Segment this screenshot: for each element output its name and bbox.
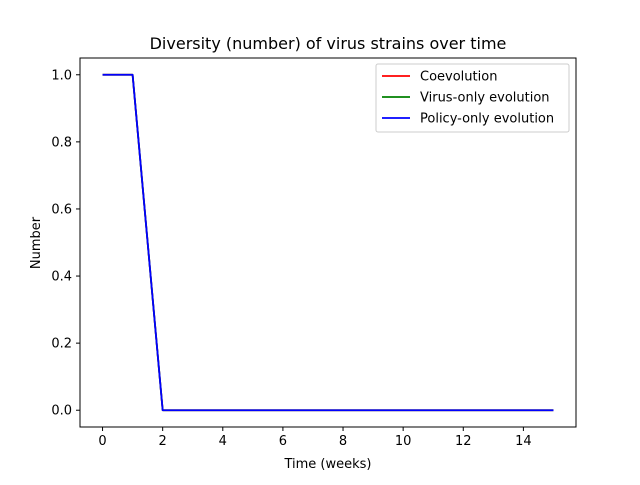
legend-label-1: Virus-only evolution [420, 91, 550, 106]
x-tick-label: 6 [279, 434, 287, 449]
legend-label-0: Coevolution [420, 70, 497, 85]
y-tick-label: 0.8 [51, 135, 72, 150]
chart-title: Diversity (number) of virus strains over… [150, 34, 507, 53]
y-tick-label: 0.6 [51, 202, 72, 217]
y-tick-label: 0.0 [51, 404, 72, 419]
y-tick-label: 0.2 [51, 337, 72, 352]
x-tick-label: 12 [455, 434, 472, 449]
x-tick-label: 0 [98, 434, 106, 449]
x-axis-label: Time (weeks) [283, 457, 371, 472]
legend-box [375, 63, 570, 133]
x-tick-label: 8 [339, 434, 347, 449]
axes-frame [79, 57, 577, 428]
series-line-2 [102, 73, 554, 412]
legend-label-2: Policy-only evolution [420, 112, 554, 127]
y-tick-label: 0.4 [51, 270, 72, 285]
y-tick-label: 1.0 [51, 68, 72, 83]
legend: Coevolution Virus-only evolution Policy-on… [375, 63, 570, 133]
x-tick-label: 14 [515, 434, 532, 449]
x-tick-label: 2 [159, 434, 167, 449]
x-tick-label: 10 [395, 434, 412, 449]
plot-area: 0 2 4 6 8 10 12 14 0.0 0.2 0.4 0.6 0.8 1.0 [51, 57, 577, 449]
x-tick-label: 4 [219, 434, 227, 449]
y-axis-label: Number [29, 216, 44, 269]
